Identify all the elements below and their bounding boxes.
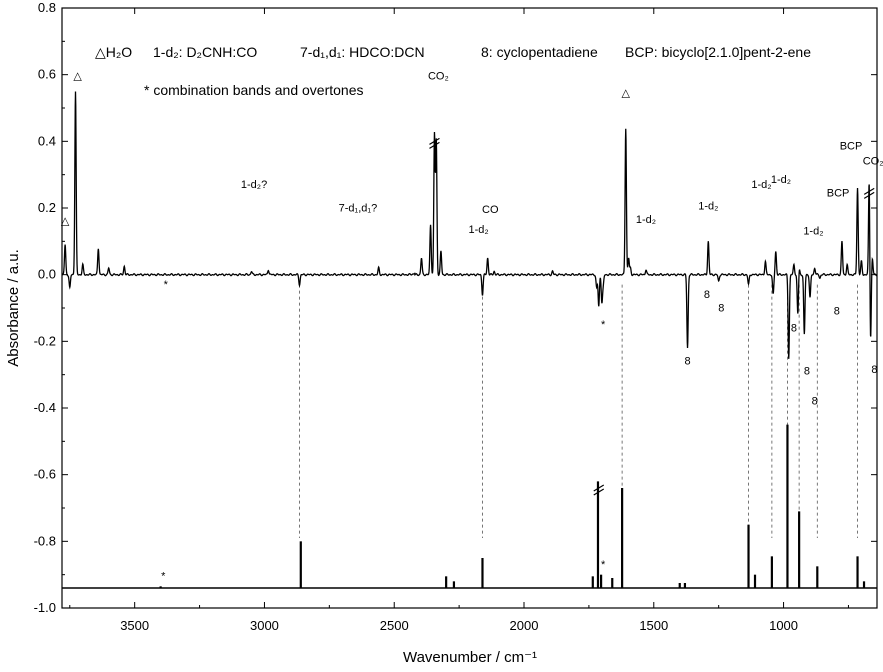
legend-star-note: * combination bands and overtones: [144, 82, 363, 98]
y-tick-label: 0.6: [38, 67, 56, 82]
peak-annotation: 8: [871, 364, 877, 376]
y-tick-label: 0.2: [38, 200, 56, 215]
peak-annotation: 1-d₂: [698, 201, 718, 213]
peak-annotation: 8: [684, 356, 690, 368]
peak-annotation: 8: [812, 396, 818, 408]
y-axis-title: Absorbance / a.u.: [5, 249, 22, 367]
legend-cyclopentadiene: 8: cyclopentadiene: [481, 44, 598, 60]
axis-break-mark: [429, 141, 440, 149]
x-tick-label: 1000: [769, 618, 798, 633]
peak-annotation: 8: [791, 322, 797, 334]
peak-annotation: 1-d₂: [636, 214, 656, 226]
annotations: △△1-d₂?7-d₁,d₁?CO₂1-d₂CO△1-d₂**81-d₂881-…: [61, 71, 883, 583]
peak-annotation: *: [601, 559, 606, 571]
x-axis-title: Wavenumber / cm⁻¹: [403, 649, 537, 666]
legend-d2cnh: 1-d₂: D₂CNH:CO: [153, 44, 257, 60]
axis-ticks: 0.8 0.6 0.4 0.2 0.0 -0.2 -0.4 -0.6 -0.8 -1.0 3500 3…: [34, 0, 877, 633]
peak-annotation: BCP: [827, 187, 850, 199]
series-group: [61, 91, 878, 589]
axis-break-mark: [863, 191, 875, 199]
y-tick-label: 0.4: [38, 133, 56, 148]
peak-annotation: △: [73, 71, 82, 83]
peak-annotation: BCP: [840, 141, 863, 153]
peak-annotation: *: [601, 319, 606, 331]
peak-annotation: CO: [482, 204, 499, 216]
peak-annotation: 8: [704, 289, 710, 301]
y-tick-label: 0.8: [38, 0, 56, 15]
x-tick-label: 2500: [380, 618, 409, 633]
plot-frame: [61, 7, 878, 609]
legend-bcp: BCP: bicyclo[2.1.0]pent-2-ene: [625, 44, 811, 60]
peak-annotation: *: [164, 279, 169, 291]
correlation-lines: [299, 284, 858, 538]
legend: △H₂O 1-d₂: D₂CNH:CO 7-d₁,d₁: HDCO:DCN 8:…: [95, 44, 811, 98]
x-tick-label: 3500: [120, 618, 149, 633]
axis-break-mark: [429, 137, 440, 145]
axis-break-mark: [863, 187, 875, 195]
legend-h2o: △H₂O: [95, 44, 132, 60]
y-tick-label: -1.0: [34, 600, 56, 615]
x-tick-label: 3000: [250, 618, 279, 633]
y-tick-label: -0.6: [34, 467, 56, 482]
y-tick-label: -0.8: [34, 533, 56, 548]
peak-annotation: 1-d₂?: [241, 179, 267, 191]
axis-break-mark: [593, 488, 605, 496]
peak-annotation: 8: [804, 366, 810, 378]
peak-annotation: 1-d₂: [751, 179, 771, 191]
peak-annotation: 8: [718, 302, 724, 314]
peak-annotation: 8: [834, 306, 840, 318]
y-tick-label: -0.2: [34, 333, 56, 348]
peak-annotation: 7-d₁,d₁?: [339, 202, 378, 214]
x-tick-label: 2000: [510, 618, 539, 633]
y-tick-label: -0.4: [34, 400, 56, 415]
peak-annotation: 1-d₂: [803, 226, 823, 238]
peak-annotation: CO₂: [428, 71, 449, 83]
axis-break-mark: [593, 484, 605, 492]
peak-annotation: *: [161, 571, 166, 583]
peak-annotation: 1-d₂: [771, 174, 791, 186]
peak-annotation: CO₂: [863, 156, 883, 168]
x-tick-label: 1500: [639, 618, 668, 633]
legend-hdco: 7-d₁,d₁: HDCO:DCN: [300, 44, 425, 60]
peak-annotation: 1-d₂: [468, 224, 488, 236]
experimental-spectrum-line: [61, 91, 878, 359]
y-tick-label: 0.0: [38, 267, 56, 282]
peak-annotation: △: [622, 87, 631, 99]
peak-annotation: △: [61, 216, 70, 228]
